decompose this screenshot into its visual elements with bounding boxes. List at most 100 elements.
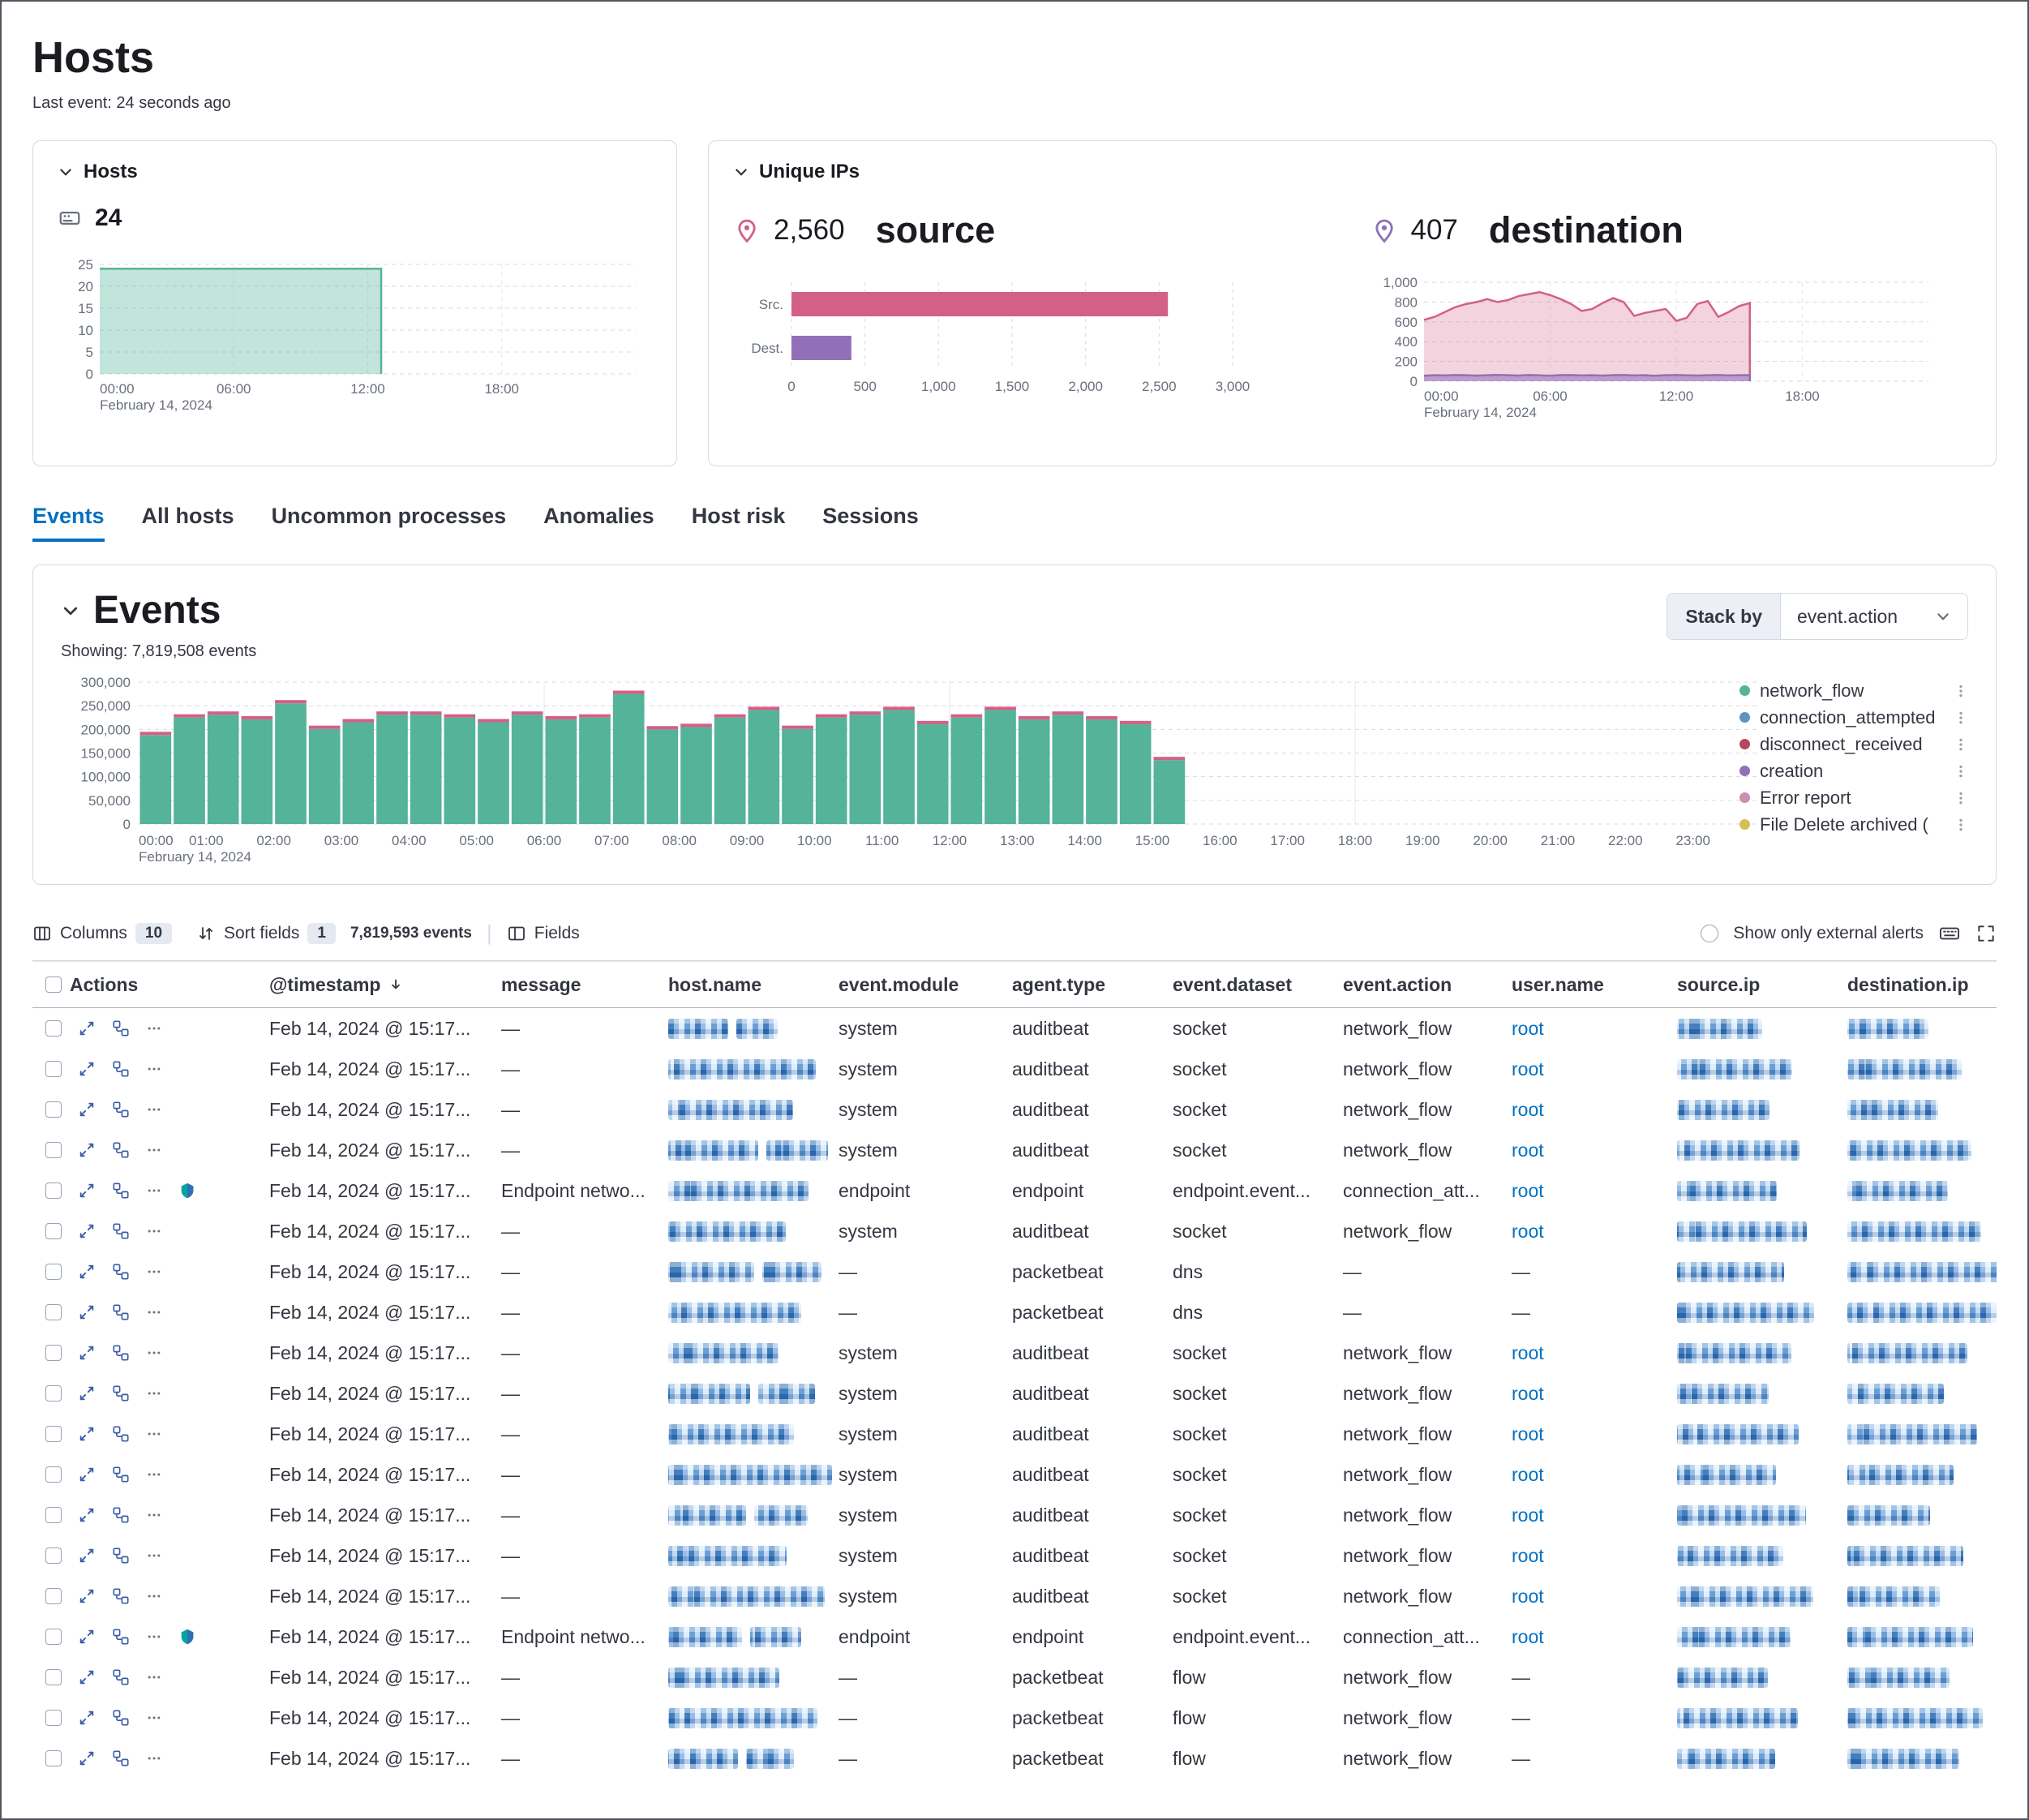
external-alerts-checkbox[interactable] xyxy=(1701,924,1719,942)
row-checkbox[interactable] xyxy=(45,1304,62,1320)
expand-event-icon[interactable] xyxy=(78,1628,96,1646)
more-actions-icon[interactable] xyxy=(146,1588,162,1604)
tab-sessions[interactable]: Sessions xyxy=(822,504,919,528)
col-header-event.module[interactable]: event.module xyxy=(839,973,959,995)
sort-fields-button[interactable]: Sort fields 1 xyxy=(196,922,336,944)
col-header-event.action[interactable]: event.action xyxy=(1343,973,1452,995)
row-checkbox[interactable] xyxy=(45,1223,62,1239)
tab-host-risk[interactable]: Host risk xyxy=(691,504,786,528)
expand-event-icon[interactable] xyxy=(78,1222,96,1240)
columns-button[interactable]: Columns 10 xyxy=(32,922,173,944)
expand-event-icon[interactable] xyxy=(78,1749,96,1767)
analyze-event-icon[interactable] xyxy=(112,1506,130,1524)
col-header-user.name[interactable]: user.name xyxy=(1512,973,1604,995)
tab-all-hosts[interactable]: All hosts xyxy=(141,504,234,528)
more-actions-icon[interactable] xyxy=(146,1061,162,1077)
expand-event-icon[interactable] xyxy=(78,1668,96,1686)
legend-item[interactable]: File Delete archived ( xyxy=(1739,811,1968,836)
analyze-event-icon[interactable] xyxy=(112,1263,130,1281)
more-actions-icon[interactable] xyxy=(146,1142,162,1158)
analyze-event-icon[interactable] xyxy=(112,1425,130,1443)
tab-uncommon-processes[interactable]: Uncommon processes xyxy=(271,504,507,528)
more-actions-icon[interactable] xyxy=(146,1101,162,1118)
analyze-event-icon[interactable] xyxy=(112,1587,130,1605)
legend-item[interactable]: network_flow xyxy=(1739,677,1968,704)
expand-event-icon[interactable] xyxy=(78,1182,96,1200)
row-checkbox[interactable] xyxy=(45,1669,62,1685)
keyboard-shortcuts-icon[interactable] xyxy=(1938,922,1961,945)
tab-anomalies[interactable]: Anomalies xyxy=(543,504,654,528)
more-actions-icon[interactable] xyxy=(146,1183,162,1199)
expand-event-icon[interactable] xyxy=(78,1425,96,1443)
fields-button[interactable]: Fields xyxy=(507,924,580,943)
analyze-event-icon[interactable] xyxy=(112,1749,130,1767)
row-checkbox[interactable] xyxy=(45,1466,62,1483)
legend-more-icon[interactable] xyxy=(1954,737,1968,752)
analyze-event-icon[interactable] xyxy=(112,1466,130,1483)
legend-more-icon[interactable] xyxy=(1954,818,1968,832)
tab-events[interactable]: Events xyxy=(32,504,105,542)
expand-event-icon[interactable] xyxy=(78,1709,96,1727)
more-actions-icon[interactable] xyxy=(146,1466,162,1483)
legend-item[interactable]: creation xyxy=(1739,758,1968,784)
analyze-event-icon[interactable] xyxy=(112,1709,130,1727)
legend-more-icon[interactable] xyxy=(1954,684,1968,698)
more-actions-icon[interactable] xyxy=(146,1750,162,1766)
legend-item[interactable]: connection_attempted xyxy=(1739,704,1968,731)
legend-more-icon[interactable] xyxy=(1954,791,1968,805)
expand-event-icon[interactable] xyxy=(78,1466,96,1483)
expand-event-icon[interactable] xyxy=(78,1344,96,1362)
row-checkbox[interactable] xyxy=(45,1750,62,1766)
chevron-down-icon[interactable] xyxy=(61,601,80,620)
row-checkbox[interactable] xyxy=(45,1547,62,1564)
legend-more-icon[interactable] xyxy=(1954,710,1968,725)
legend-item[interactable]: Error report xyxy=(1739,784,1968,811)
analyze-event-icon[interactable] xyxy=(112,1303,130,1321)
expand-event-icon[interactable] xyxy=(78,1587,96,1605)
row-checkbox[interactable] xyxy=(45,1142,62,1158)
row-checkbox[interactable] xyxy=(45,1345,62,1361)
more-actions-icon[interactable] xyxy=(146,1507,162,1523)
col-header-@timestamp[interactable]: @timestamp xyxy=(269,974,501,996)
analyze-event-icon[interactable] xyxy=(112,1222,130,1240)
analyze-event-icon[interactable] xyxy=(112,1060,130,1078)
expand-event-icon[interactable] xyxy=(78,1019,96,1037)
col-header-message[interactable]: message xyxy=(501,973,581,995)
expand-event-icon[interactable] xyxy=(78,1506,96,1524)
legend-item[interactable]: disconnect_received xyxy=(1739,731,1968,758)
select-all-checkbox[interactable] xyxy=(45,977,62,993)
expand-event-icon[interactable] xyxy=(78,1263,96,1281)
col-header-event.dataset[interactable]: event.dataset xyxy=(1173,973,1293,995)
expand-event-icon[interactable] xyxy=(78,1303,96,1321)
col-header-source.ip[interactable]: source.ip xyxy=(1677,973,1761,995)
expand-event-icon[interactable] xyxy=(78,1101,96,1118)
stack-by-select[interactable]: event.action xyxy=(1781,594,1967,639)
expand-event-icon[interactable] xyxy=(78,1141,96,1159)
analyze-event-icon[interactable] xyxy=(112,1384,130,1402)
more-actions-icon[interactable] xyxy=(146,1020,162,1037)
analyze-event-icon[interactable] xyxy=(112,1182,130,1200)
col-header-destination.ip[interactable]: destination.ip xyxy=(1847,973,1969,995)
analyze-event-icon[interactable] xyxy=(112,1019,130,1037)
row-checkbox[interactable] xyxy=(45,1588,62,1604)
more-actions-icon[interactable] xyxy=(146,1669,162,1685)
row-checkbox[interactable] xyxy=(45,1629,62,1645)
chevron-down-icon[interactable] xyxy=(58,164,74,180)
chevron-down-icon[interactable] xyxy=(733,164,749,180)
more-actions-icon[interactable] xyxy=(146,1345,162,1361)
row-checkbox[interactable] xyxy=(45,1426,62,1442)
legend-more-icon[interactable] xyxy=(1954,764,1968,779)
analyze-event-icon[interactable] xyxy=(112,1344,130,1362)
more-actions-icon[interactable] xyxy=(146,1710,162,1726)
expand-event-icon[interactable] xyxy=(78,1060,96,1078)
more-actions-icon[interactable] xyxy=(146,1304,162,1320)
fullscreen-icon[interactable] xyxy=(1975,923,1997,944)
col-header-agent.type[interactable]: agent.type xyxy=(1012,973,1106,995)
row-checkbox[interactable] xyxy=(45,1710,62,1726)
analyze-event-icon[interactable] xyxy=(112,1547,130,1565)
more-actions-icon[interactable] xyxy=(146,1385,162,1401)
row-checkbox[interactable] xyxy=(45,1101,62,1118)
more-actions-icon[interactable] xyxy=(146,1426,162,1442)
more-actions-icon[interactable] xyxy=(146,1629,162,1645)
col-header-host.name[interactable]: host.name xyxy=(668,973,762,995)
